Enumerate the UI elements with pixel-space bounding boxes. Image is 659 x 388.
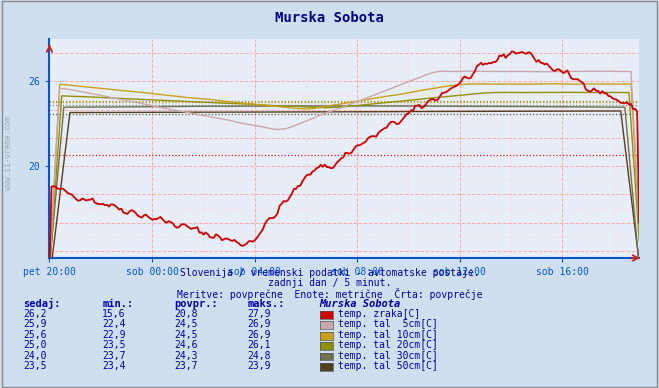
- Text: 20,8: 20,8: [175, 309, 198, 319]
- Text: 23,7: 23,7: [175, 361, 198, 371]
- Text: Slovenija / vremenski podatki - avtomatske postaje.: Slovenija / vremenski podatki - avtomats…: [180, 268, 479, 279]
- Text: 24,5: 24,5: [175, 330, 198, 340]
- Text: 24,3: 24,3: [175, 351, 198, 361]
- Text: 22,4: 22,4: [102, 319, 126, 329]
- Text: temp. tal 20cm[C]: temp. tal 20cm[C]: [338, 340, 438, 350]
- Text: zadnji dan / 5 minut.: zadnji dan / 5 minut.: [268, 278, 391, 288]
- Text: 25,0: 25,0: [23, 340, 47, 350]
- Text: 23,5: 23,5: [23, 361, 47, 371]
- Text: 25,9: 25,9: [23, 319, 47, 329]
- Text: 24,5: 24,5: [175, 319, 198, 329]
- Text: temp. tal 10cm[C]: temp. tal 10cm[C]: [338, 330, 438, 340]
- Text: 23,9: 23,9: [247, 361, 271, 371]
- Text: maks.:: maks.:: [247, 298, 285, 308]
- Text: 26,9: 26,9: [247, 319, 271, 329]
- Text: 26,2: 26,2: [23, 309, 47, 319]
- Text: Murska Sobota: Murska Sobota: [320, 298, 401, 308]
- Text: 27,9: 27,9: [247, 309, 271, 319]
- Text: 23,7: 23,7: [102, 351, 126, 361]
- Text: povpr.:: povpr.:: [175, 298, 218, 308]
- Text: temp. zraka[C]: temp. zraka[C]: [338, 309, 420, 319]
- Text: Murska Sobota: Murska Sobota: [275, 11, 384, 25]
- Text: 24,0: 24,0: [23, 351, 47, 361]
- Text: 26,1: 26,1: [247, 340, 271, 350]
- Text: 15,6: 15,6: [102, 309, 126, 319]
- Text: temp. tal  5cm[C]: temp. tal 5cm[C]: [338, 319, 438, 329]
- Text: www.si-vreme.com: www.si-vreme.com: [4, 116, 13, 190]
- Text: Meritve: povprečne  Enote: metrične  Črta: povprečje: Meritve: povprečne Enote: metrične Črta:…: [177, 288, 482, 300]
- Text: temp. tal 30cm[C]: temp. tal 30cm[C]: [338, 351, 438, 361]
- Text: min.:: min.:: [102, 298, 133, 308]
- Text: 22,9: 22,9: [102, 330, 126, 340]
- Text: 24,6: 24,6: [175, 340, 198, 350]
- Text: 23,4: 23,4: [102, 361, 126, 371]
- Text: 25,6: 25,6: [23, 330, 47, 340]
- Text: 26,9: 26,9: [247, 330, 271, 340]
- Text: temp. tal 50cm[C]: temp. tal 50cm[C]: [338, 361, 438, 371]
- Text: 23,5: 23,5: [102, 340, 126, 350]
- Text: 24,8: 24,8: [247, 351, 271, 361]
- Text: sedaj:: sedaj:: [23, 298, 61, 308]
